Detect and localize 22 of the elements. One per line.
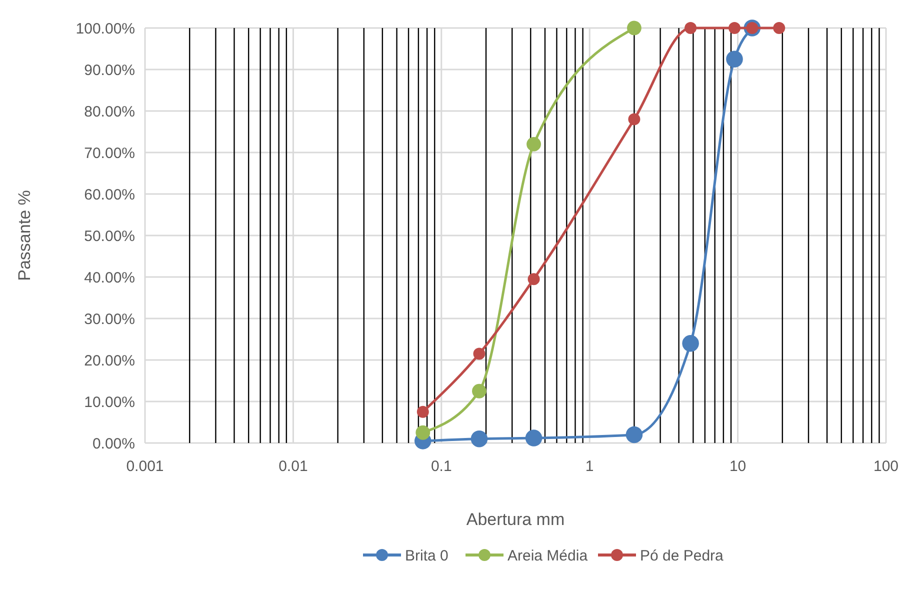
y-tick-label: 80.00% bbox=[84, 103, 135, 120]
y-axis-title: Passante % bbox=[15, 190, 34, 281]
y-tick-label: 0.00% bbox=[92, 435, 135, 452]
x-tick-label: 10 bbox=[729, 458, 746, 475]
x-axis-title: Abertura mm bbox=[466, 510, 565, 529]
y-tick-label: 70.00% bbox=[84, 144, 135, 162]
y-tick-label: 90.00% bbox=[84, 62, 135, 79]
x-tick-label: 0.1 bbox=[430, 458, 452, 475]
legend-label: Areia Média bbox=[508, 547, 588, 564]
y-tick-label: 20.00% bbox=[84, 352, 135, 370]
legend-label: Brita 0 bbox=[405, 547, 448, 564]
y-tick-label: 40.00% bbox=[84, 269, 135, 286]
y-tick-label: 60.00% bbox=[84, 186, 135, 204]
y-tick-label: 10.00% bbox=[84, 394, 135, 411]
x-tick-label: 0.001 bbox=[126, 458, 164, 475]
legend-label: Pó de Pedra bbox=[640, 547, 724, 564]
x-tick-label: 0.01 bbox=[278, 458, 308, 475]
y-tick-label: 30.00% bbox=[84, 310, 135, 328]
x-tick-label: 1 bbox=[585, 458, 594, 475]
y-tick-label: 100.00% bbox=[76, 20, 135, 38]
y-tick-label: 50.00% bbox=[84, 228, 135, 245]
x-tick-label: 100 bbox=[873, 458, 899, 475]
